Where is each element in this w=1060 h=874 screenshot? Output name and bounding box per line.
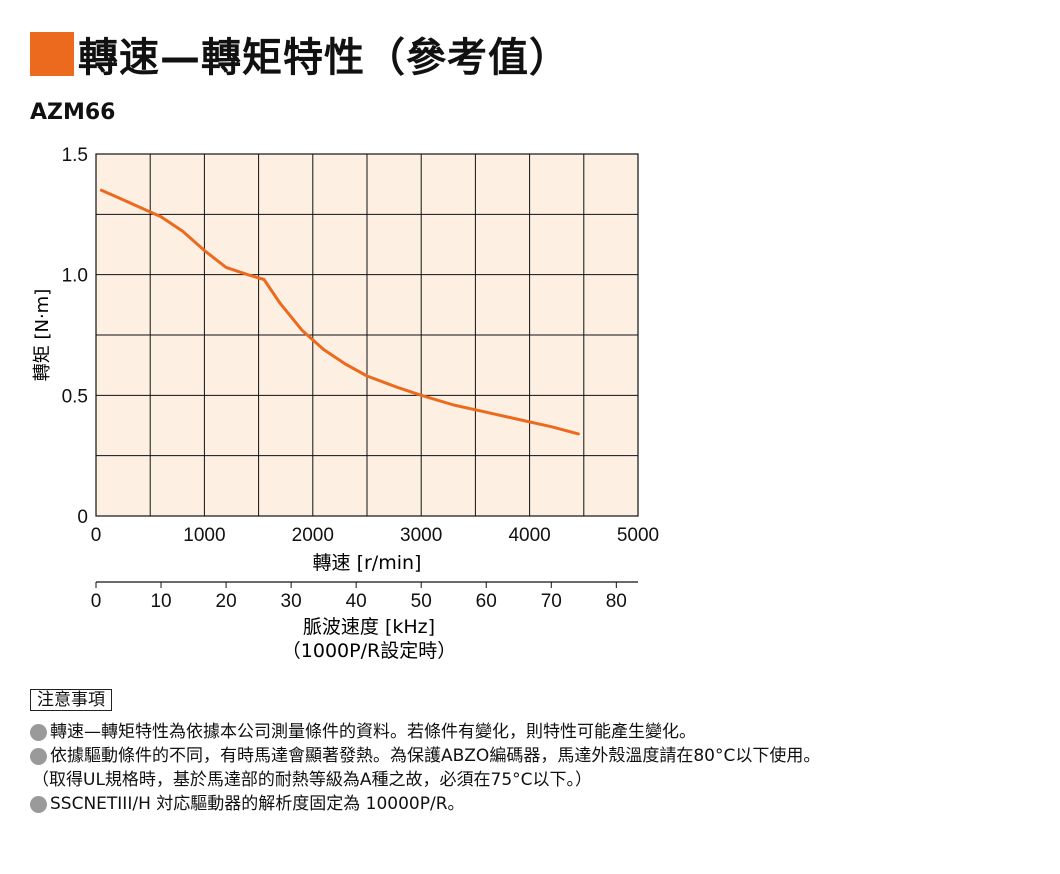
data-point bbox=[100, 189, 103, 191]
data-point bbox=[366, 375, 368, 377]
y-axis-label: 轉矩 [N·m] bbox=[32, 289, 53, 382]
secondary-tick-label: 50 bbox=[411, 591, 432, 612]
notes-heading: 注意事項 bbox=[30, 689, 112, 711]
series-layer bbox=[99, 188, 580, 436]
data-point bbox=[160, 216, 162, 218]
y-tick-label: 1.0 bbox=[62, 266, 88, 287]
data-point bbox=[279, 303, 281, 305]
title-square-icon bbox=[30, 32, 74, 76]
secondary-axis-note: （1000P/R設定時） bbox=[282, 640, 456, 662]
data-point bbox=[203, 249, 205, 252]
secondary-tick-label: 40 bbox=[346, 591, 367, 612]
x-tick-labels: 0 1000 2000 3000 4000 5000 bbox=[91, 525, 659, 546]
y-tick-label: 0.5 bbox=[62, 386, 88, 407]
x-tick-label: 0 bbox=[91, 525, 102, 546]
secondary-tick-label: 70 bbox=[541, 591, 562, 612]
title-text: 轉速—轉矩特性（參考值） bbox=[78, 35, 570, 81]
notes-list: 轉速—轉矩特性為依據本公司測量條件的資料。若條件有變化，則特性可能產生變化。 依… bbox=[30, 720, 820, 816]
data-point bbox=[344, 363, 346, 365]
data-point bbox=[453, 404, 455, 406]
x-tick-label: 4000 bbox=[508, 525, 550, 546]
data-point bbox=[225, 266, 227, 269]
data-point bbox=[577, 433, 579, 435]
secondary-tick-label: 0 bbox=[91, 591, 102, 612]
bullet-icon bbox=[30, 747, 47, 765]
torque-chart: 0 0.5 1.0 1.5 0 1000 2000 3000 4000 5000 轉矩 [N·m… bbox=[32, 145, 659, 662]
note-text: 轉速—轉矩特性為依據本公司測量條件的資料。若條件有變化，則特性可能產生變化。 bbox=[50, 722, 696, 742]
secondary-axis: 0 10 20 30 40 50 60 70 80 bbox=[91, 581, 638, 612]
note-item: 轉速—轉矩特性為依據本公司測量條件的資料。若條件有變化，則特性可能產生變化。 bbox=[30, 720, 820, 744]
data-point bbox=[398, 387, 401, 389]
secondary-axis-label: 脈波速度 [kHz] bbox=[303, 616, 435, 638]
note-text: 依據驅動條件的不同，有時馬達會顯著發熱。為保護ABZO編碼器，馬達外殼溫度請在8… bbox=[50, 746, 821, 766]
data-point bbox=[247, 274, 249, 276]
secondary-tick-label: 30 bbox=[281, 591, 302, 612]
page-title: 轉速—轉矩特性（參考值） bbox=[30, 30, 570, 81]
data-point bbox=[138, 206, 140, 208]
x-tick-label: 1000 bbox=[183, 525, 225, 546]
bullet-icon bbox=[30, 723, 47, 741]
data-point bbox=[117, 196, 119, 199]
note-text: SSCNETIII/H 対応驅動器的解析度固定為 10000P/R。 bbox=[50, 794, 465, 814]
data-point bbox=[182, 230, 184, 232]
note-continuation: （取得UL規格時，基於馬達部的耐熱等級為A種之故，必須在75°C以下。） bbox=[32, 770, 593, 790]
x-tick-label: 5000 bbox=[617, 525, 659, 546]
y-tick-label: 1.5 bbox=[62, 145, 88, 166]
secondary-tick-label: 20 bbox=[216, 591, 237, 612]
bullet-icon bbox=[30, 795, 47, 813]
x-tick-label: 2000 bbox=[292, 525, 334, 546]
y-tick-labels: 0 0.5 1.0 1.5 bbox=[62, 145, 88, 528]
note-item: 依據驅動條件的不同，有時馬達會顯著發熱。為保護ABZO編碼器，馬達外殼溫度請在8… bbox=[30, 744, 820, 768]
grid bbox=[96, 154, 638, 516]
model-name: AZM66 bbox=[30, 100, 116, 125]
note-item: SSCNETIII/H 対応驅動器的解析度固定為 10000P/R。 bbox=[30, 792, 820, 816]
data-point bbox=[323, 348, 325, 351]
y-tick-label: 0 bbox=[77, 507, 88, 528]
secondary-tick-label: 60 bbox=[476, 591, 497, 612]
x-tick-label: 3000 bbox=[400, 525, 442, 546]
data-point bbox=[485, 411, 487, 413]
secondary-tick-label: 10 bbox=[150, 591, 171, 612]
x-axis-label: 轉速 [r/min] bbox=[313, 552, 422, 574]
data-point bbox=[263, 278, 265, 281]
secondary-tick-label: 80 bbox=[606, 591, 627, 612]
plot-frame bbox=[95, 153, 639, 517]
data-point bbox=[301, 329, 303, 331]
data-point bbox=[420, 394, 422, 396]
data-point bbox=[518, 418, 520, 421]
data-point bbox=[550, 426, 552, 428]
